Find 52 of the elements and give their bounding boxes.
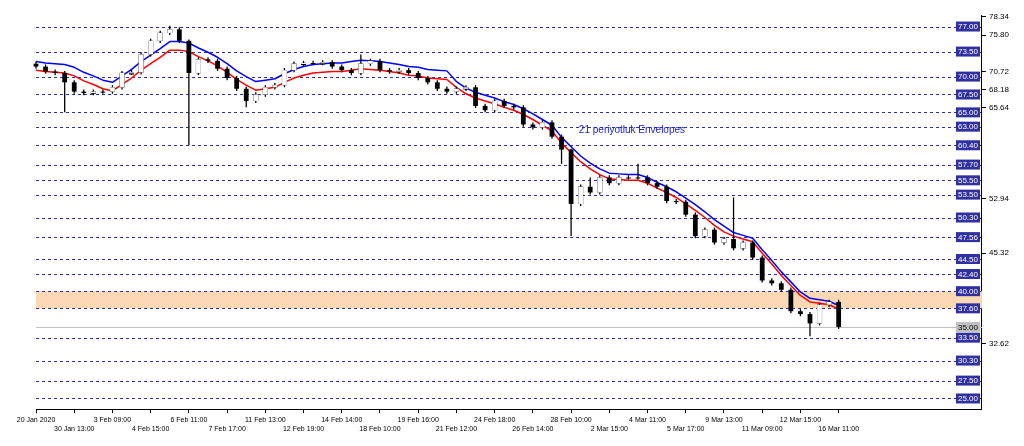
candlestick bbox=[750, 239, 756, 261]
candlestick bbox=[692, 211, 698, 239]
candlestick bbox=[358, 53, 364, 76]
candlestick bbox=[205, 56, 211, 64]
ref-line-label: 60.40 bbox=[957, 140, 979, 150]
ref-line-label: 70.00 bbox=[957, 72, 979, 82]
candlestick bbox=[62, 70, 68, 114]
ref-line-label: 40.00 bbox=[957, 286, 979, 296]
ref-line-label: 35.00 bbox=[957, 322, 979, 332]
ref-line-label: 57.70 bbox=[957, 160, 979, 170]
y-tick-label: 45.32 bbox=[988, 248, 1010, 258]
candlestick bbox=[100, 88, 106, 95]
ref-line-label: 77.00 bbox=[957, 22, 979, 32]
ref-line-label: 55.50 bbox=[957, 176, 979, 186]
ref-line-label: 37.60 bbox=[957, 304, 979, 314]
candlestick bbox=[281, 67, 287, 88]
candlestick bbox=[759, 254, 765, 284]
candlestick bbox=[817, 301, 823, 327]
y-tick-label: 70.72 bbox=[988, 66, 1010, 76]
y-tick-label: 75.80 bbox=[988, 30, 1010, 40]
candlestick bbox=[243, 85, 249, 109]
ref-line-label: 42.40 bbox=[957, 269, 979, 279]
candlestick bbox=[664, 183, 670, 204]
y-tick-label: 68.18 bbox=[988, 84, 1010, 94]
candlestick bbox=[396, 67, 402, 75]
ref-line-label: 33.50 bbox=[957, 333, 979, 343]
candlestick bbox=[138, 51, 144, 76]
y-tick-label: 65.64 bbox=[988, 102, 1010, 112]
ref-line-label: 30.30 bbox=[957, 356, 979, 366]
annotation: 21 periyotluk Envelopes bbox=[578, 123, 686, 135]
ref-line-label: 27.50 bbox=[957, 376, 979, 386]
candlestick bbox=[272, 82, 278, 91]
ref-line-label: 65.00 bbox=[957, 108, 979, 118]
y-tick-label: 32.62 bbox=[988, 339, 1010, 349]
ref-line-label: 73.50 bbox=[957, 47, 979, 57]
candlestick bbox=[578, 183, 584, 207]
y-tick-label: 52.94 bbox=[988, 193, 1010, 203]
candlestick bbox=[731, 196, 736, 252]
candlestick bbox=[559, 133, 564, 165]
ref-line-label: 25.00 bbox=[957, 394, 979, 404]
candlestick bbox=[788, 286, 794, 314]
ref-line-label: 47.56 bbox=[957, 232, 979, 242]
candlestick bbox=[520, 104, 526, 128]
candlestick bbox=[597, 174, 603, 196]
candlestick bbox=[463, 84, 469, 92]
ref-line-label: 53.50 bbox=[957, 190, 979, 200]
candlestick bbox=[473, 84, 478, 109]
ref-line-label: 50.30 bbox=[957, 213, 979, 223]
ref-line-label: 44.50 bbox=[957, 254, 979, 264]
y-tick-label: 78.34 bbox=[988, 12, 1010, 22]
ref-line-label: 67.50 bbox=[957, 90, 979, 100]
ref-line-label: 63.00 bbox=[957, 122, 979, 132]
